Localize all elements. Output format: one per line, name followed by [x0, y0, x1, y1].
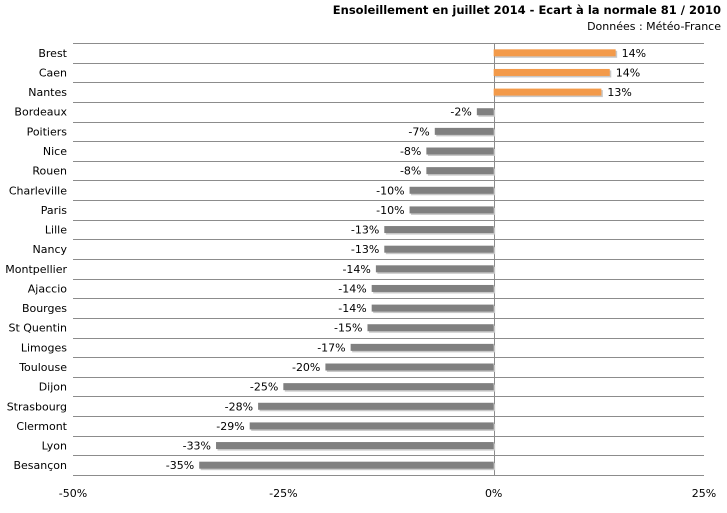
- bar: [409, 186, 494, 194]
- category-label: Toulouse: [18, 361, 67, 374]
- category-label: Limoges: [21, 341, 67, 354]
- value-label: 14%: [616, 66, 640, 79]
- bar: [350, 343, 494, 351]
- category-label: Strasbourg: [7, 400, 67, 413]
- category-label: Brest: [38, 47, 67, 60]
- x-tick-label: -25%: [269, 487, 297, 500]
- bar: [493, 88, 602, 96]
- category-label: Poitiers: [27, 125, 68, 138]
- bar: [426, 167, 494, 175]
- category-label: Nancy: [33, 243, 68, 256]
- bar: [216, 442, 494, 450]
- value-label: -28%: [225, 400, 253, 413]
- chart-subtitle: Données : Météo-France: [587, 20, 721, 33]
- value-label: -15%: [334, 322, 362, 335]
- x-tick-label: -50%: [59, 487, 87, 500]
- category-label: St Quentin: [8, 322, 67, 335]
- value-label: -7%: [408, 125, 429, 138]
- category-label: Ajaccio: [28, 282, 67, 295]
- bar: [493, 49, 616, 57]
- category-label: Bordeaux: [14, 106, 67, 119]
- bar: [258, 402, 494, 410]
- value-label: -8%: [400, 165, 421, 178]
- bar: [249, 422, 494, 430]
- value-label: 13%: [607, 86, 631, 99]
- bar: [434, 127, 494, 135]
- value-label: -20%: [292, 361, 320, 374]
- x-tick-label: 0%: [485, 487, 502, 500]
- value-label: -17%: [317, 341, 345, 354]
- value-label: -2%: [450, 106, 471, 119]
- bar: [371, 284, 494, 292]
- category-label: Montpellier: [5, 263, 67, 276]
- category-label: Caen: [39, 66, 67, 79]
- bar: [384, 226, 494, 234]
- bar: [325, 363, 494, 371]
- bar: [426, 147, 494, 155]
- category-label: Rouen: [32, 165, 67, 178]
- category-label: Nice: [43, 145, 67, 158]
- bar: [367, 324, 494, 332]
- value-label: -10%: [376, 184, 404, 197]
- chart-title: Ensoleillement en juillet 2014 - Ecart à…: [332, 3, 721, 17]
- category-label: Lille: [45, 224, 67, 237]
- category-label: Nantes: [28, 86, 67, 99]
- value-label: -14%: [342, 263, 370, 276]
- category-label: Clermont: [16, 420, 67, 433]
- category-label: Lyon: [42, 440, 67, 453]
- value-label: -14%: [338, 302, 366, 315]
- bar: [384, 245, 494, 253]
- category-label: Bourges: [22, 302, 67, 315]
- category-label: Paris: [41, 204, 67, 217]
- value-label: -33%: [183, 440, 211, 453]
- value-label: 14%: [622, 47, 646, 60]
- value-label: -14%: [338, 282, 366, 295]
- bar: [375, 265, 494, 273]
- value-label: -35%: [166, 459, 194, 472]
- category-label: Dijon: [39, 381, 67, 394]
- category-label: Besançon: [13, 459, 67, 472]
- value-label: -25%: [250, 381, 278, 394]
- bar: [493, 68, 610, 76]
- bar: [199, 461, 494, 469]
- bar: [283, 383, 494, 391]
- category-label: Charleville: [9, 184, 67, 197]
- value-label: -10%: [376, 204, 404, 217]
- bar: [409, 206, 494, 214]
- value-label: -8%: [400, 145, 421, 158]
- bar: [371, 304, 494, 312]
- bar: [476, 108, 494, 116]
- value-label: -13%: [351, 224, 379, 237]
- value-label: -29%: [216, 420, 244, 433]
- x-tick-label: 25%: [692, 487, 716, 500]
- value-label: -13%: [351, 243, 379, 256]
